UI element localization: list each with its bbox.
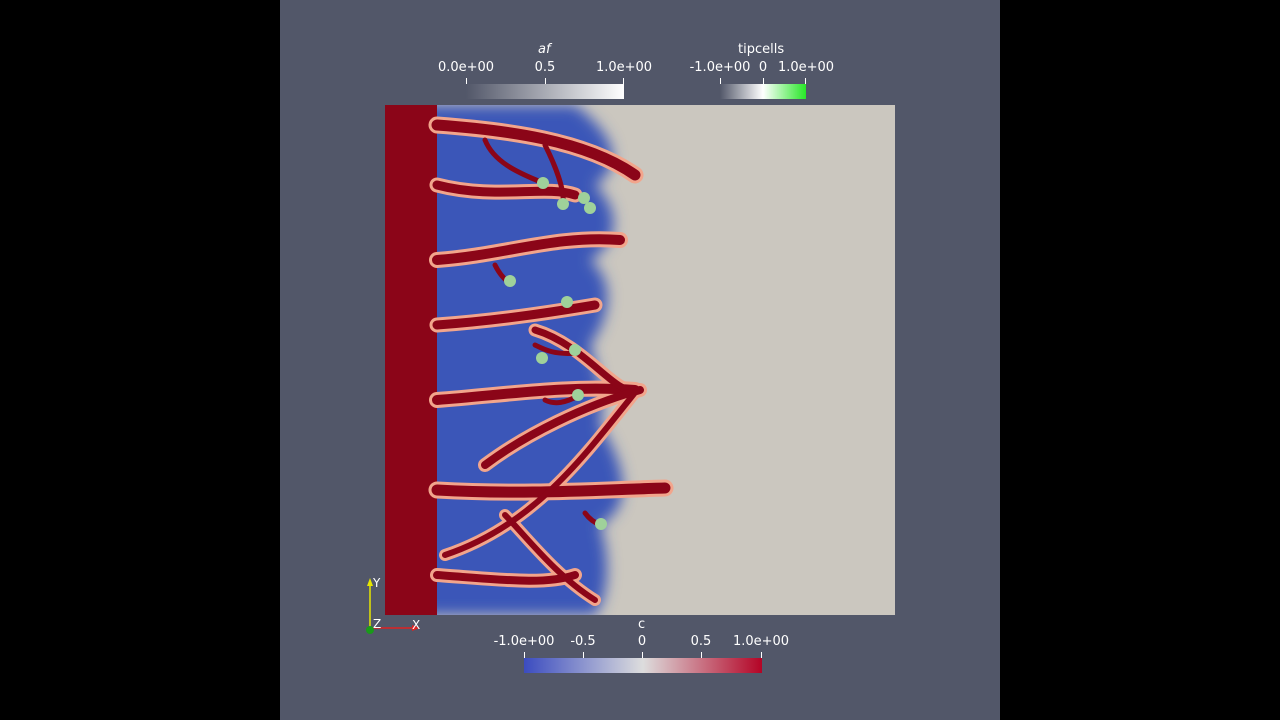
tip-cell — [561, 296, 573, 308]
tip-cell — [504, 275, 516, 287]
af-color-bar — [466, 84, 624, 99]
c-tick — [761, 652, 762, 661]
tip-cells — [504, 177, 607, 530]
af-tick — [623, 78, 624, 87]
tip-cell — [557, 198, 569, 210]
af-label-max: 1.0e+00 — [595, 60, 653, 75]
tipcells-color-bar — [720, 84, 806, 99]
c-color-bar — [524, 658, 762, 673]
tipcells-tick — [720, 78, 721, 87]
tip-cell — [569, 344, 581, 356]
tipcells-label-mid: 0 — [758, 60, 768, 75]
tip-cell — [537, 177, 549, 189]
y-axis-arrow — [367, 578, 373, 586]
tipcells-title: tipcells — [738, 42, 785, 57]
tipcells-tick — [763, 78, 764, 87]
c-tick — [583, 652, 584, 661]
c-label: -0.5 — [570, 634, 596, 649]
c-label: 0.5 — [690, 634, 712, 649]
tip-cell — [536, 352, 548, 364]
parent-vessel — [385, 105, 437, 615]
tip-cell — [572, 389, 584, 401]
tipcells-tick — [805, 78, 806, 87]
axis-label-z: Z — [373, 617, 382, 631]
c-label: 0 — [637, 634, 647, 649]
axis-label-y: Y — [373, 576, 381, 590]
c-label: -1.0e+00 — [493, 634, 555, 649]
render-viewport[interactable]: af 0.0e+00 0.5 1.0e+00 tipcells -1.0e+00… — [280, 0, 1000, 720]
af-title: af — [538, 42, 551, 57]
tip-cell — [584, 202, 596, 214]
orientation-axes — [366, 578, 420, 634]
tip-cell — [595, 518, 607, 530]
c-tick — [524, 652, 525, 661]
af-tick — [466, 78, 467, 87]
z-axis-marker — [366, 626, 374, 634]
c-title: c — [638, 617, 646, 632]
c-tick — [642, 652, 643, 661]
tip-cell — [578, 192, 590, 204]
tipcells-label-min: -1.0e+00 — [689, 60, 751, 75]
c-label: 1.0e+00 — [732, 634, 790, 649]
axis-label-x: X — [412, 618, 421, 632]
simulation-field[interactable] — [385, 105, 895, 615]
af-label-mid: 0.5 — [534, 60, 556, 75]
af-label-min: 0.0e+00 — [437, 60, 495, 75]
c-tick — [701, 652, 702, 661]
x-axis-arrow — [412, 625, 420, 631]
tipcells-label-max: 1.0e+00 — [777, 60, 835, 75]
af-tick — [545, 78, 546, 87]
